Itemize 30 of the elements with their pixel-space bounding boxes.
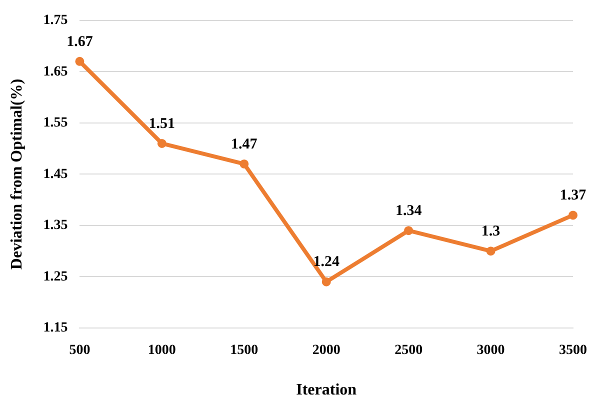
data-label: 1.37 (560, 188, 587, 204)
x-tick-label: 500 (69, 343, 90, 358)
x-tick-label: 3000 (476, 343, 505, 358)
y-tick-label: 1.25 (43, 269, 68, 284)
point (75, 56, 84, 66)
data-label: 1.67 (66, 34, 94, 50)
point (322, 277, 331, 286)
y-tick-label: 1.55 (43, 116, 68, 131)
data-label: 1.47 (231, 136, 258, 152)
y-tick-label: 1.45 (43, 166, 68, 182)
x-tick-label: 1000 (148, 343, 176, 358)
point (157, 138, 166, 148)
y-tick-label: 1.75 (43, 13, 68, 28)
x-axis-title: Iteration (296, 382, 357, 399)
x-tick-label: 2000 (312, 343, 340, 358)
point (486, 246, 496, 256)
point (568, 210, 578, 220)
data-label: 1.34 (395, 202, 422, 219)
y-axis-title: Deviation from Optimal(%) (8, 78, 26, 270)
y-tick-label: 1.65 (43, 64, 68, 80)
y-tick-label: 1.15 (43, 320, 68, 336)
point (240, 159, 249, 168)
x-tick-label: 1500 (230, 343, 258, 358)
point (404, 226, 414, 236)
data-label: 1.3 (481, 223, 500, 240)
data-label: 1.24 (313, 254, 340, 270)
x-tick-label: 3500 (559, 343, 587, 358)
x-tick-label: 2500 (394, 343, 423, 358)
y-tick-label: 1.35 (43, 218, 68, 234)
data-label: 1.51 (148, 116, 176, 132)
